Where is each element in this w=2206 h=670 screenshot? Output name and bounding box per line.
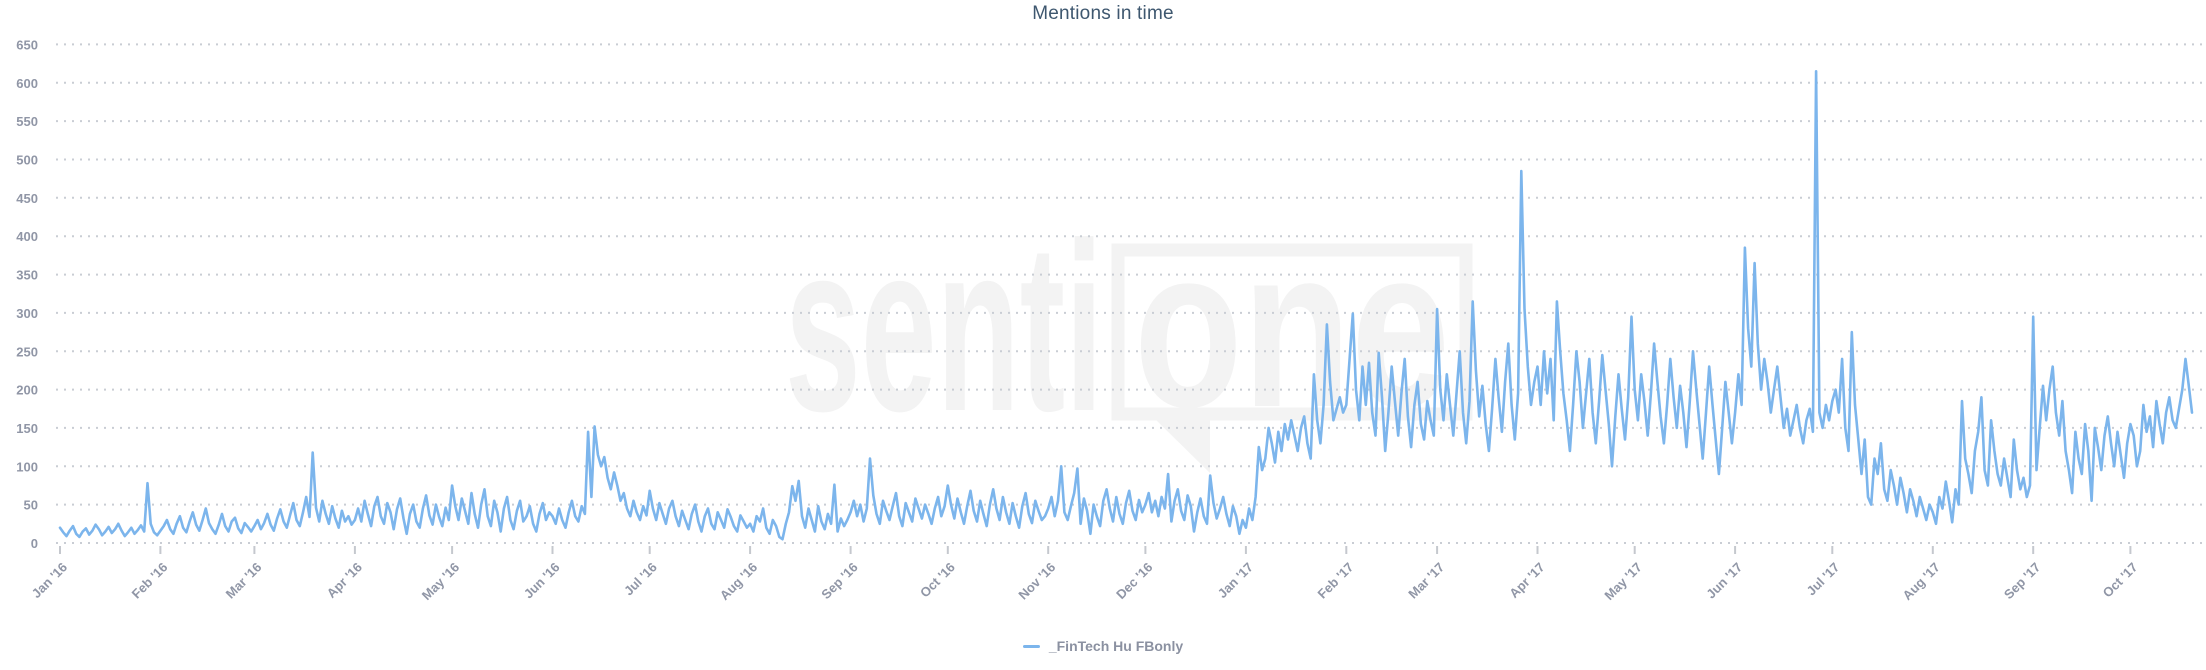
x-axis-label: May '16 xyxy=(419,560,462,603)
x-axis-label: Jul '17 xyxy=(1804,560,1843,599)
legend-marker-line-icon xyxy=(1022,644,1040,648)
x-axis-label: Apr '17 xyxy=(1506,560,1547,601)
x-axis-label: Nov '16 xyxy=(1015,560,1058,603)
svg-text:one: one xyxy=(1134,201,1450,455)
y-axis-label: 350 xyxy=(16,268,38,283)
x-axis-label: Apr '16 xyxy=(324,560,365,601)
x-axis-label: Feb '17 xyxy=(1315,560,1357,602)
y-axis-label: 650 xyxy=(16,37,38,52)
x-axis-label: Mar '17 xyxy=(1405,560,1447,602)
x-axis-label: Jul '16 xyxy=(621,560,660,599)
y-axis-label: 600 xyxy=(16,76,38,91)
series-line-fintech[interactable] xyxy=(58,70,2194,541)
y-axis-label: 250 xyxy=(16,344,38,359)
x-axis-label: Jan '17 xyxy=(1215,560,1256,601)
x-axis-label: Jun '17 xyxy=(1703,560,1745,602)
y-axis-label: 50 xyxy=(24,498,38,513)
x-axis-label: Jan '16 xyxy=(29,560,70,601)
x-axis-label: Aug '17 xyxy=(1899,560,1942,603)
x-axis-label: Aug '16 xyxy=(717,560,760,603)
x-axis-label: Sep '17 xyxy=(2001,560,2043,602)
legend-label: _FinTech Hu FBonly xyxy=(1048,638,1184,654)
watermark-sentione: senti one xyxy=(785,193,1473,473)
svg-text:senti: senti xyxy=(785,193,1103,461)
chart-title: Mentions in time xyxy=(1032,3,1174,24)
y-axis-label: 450 xyxy=(16,191,38,206)
x-axis-label: Dec '16 xyxy=(1113,560,1155,602)
y-axis-label: 0 xyxy=(31,536,38,551)
x-axis-label: Mar '16 xyxy=(223,560,265,602)
y-axis-label: 100 xyxy=(16,459,38,474)
x-axis-label: Oct '17 xyxy=(2100,560,2141,601)
x-axis-label: May '17 xyxy=(1601,560,1644,603)
y-axis-label: 400 xyxy=(16,229,38,244)
legend-item-fintech[interactable]: _FinTech Hu FBonly xyxy=(0,638,2206,654)
x-axis-label: Sep '16 xyxy=(818,560,860,602)
y-axis-label: 200 xyxy=(16,383,38,398)
y-axis-label: 150 xyxy=(16,421,38,436)
x-axis-label: Oct '16 xyxy=(917,560,958,601)
y-axis-label: 300 xyxy=(16,306,38,321)
y-axis-label: 500 xyxy=(16,153,38,168)
x-axis-label: Jun '16 xyxy=(521,560,563,602)
y-axis-label: 550 xyxy=(16,114,38,129)
x-axis-label: Feb '16 xyxy=(129,560,171,602)
